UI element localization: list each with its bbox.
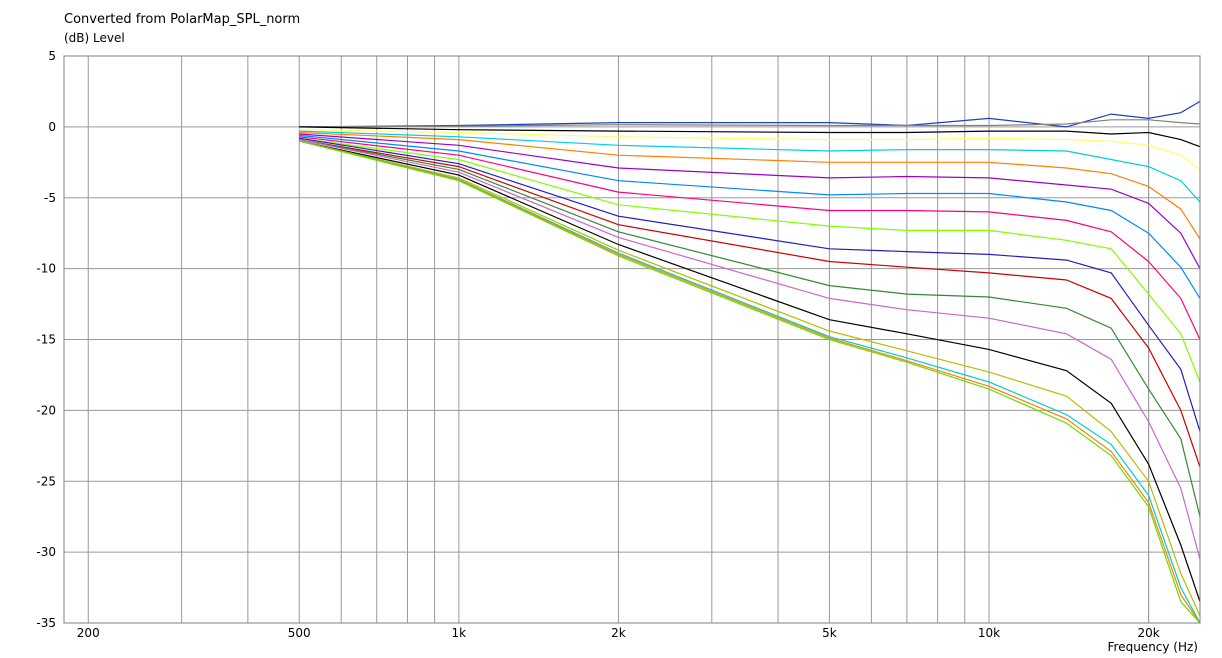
y-tick-label: -20 [36,403,56,417]
y-tick-labels: 5 0 -5 -10 -15 -20 -25 -30 -35 [36,49,56,630]
y-tick-label: -30 [36,545,56,559]
x-tick-label: 1k [452,626,467,640]
series-line-1 [299,100,1201,128]
series-line-2 [299,119,1201,128]
series-line-13 [299,139,1201,517]
y-tick-label: -15 [36,333,56,347]
series-line-17 [299,140,1201,624]
x-tick-label: 10k [978,626,1000,640]
series-line-11 [299,137,1201,432]
chart-title: Converted from PolarMap_SPL_norm [64,12,301,27]
series-line-7 [299,133,1201,269]
x-tick-label: 2k [611,626,626,640]
y-tick-label: 5 [48,49,56,63]
series-line-4 [299,129,1201,170]
x-tick-label: 20k [1138,626,1160,640]
series-group [299,100,1201,624]
y-tick-label: -5 [44,191,56,205]
x-tick-label: 500 [288,626,311,640]
y-tick-label: 0 [48,120,56,134]
series-line-12 [299,139,1201,468]
y-tick-label: -25 [36,474,56,488]
series-line-6 [299,131,1201,240]
y-axis-label: (dB) Level [64,31,125,45]
series-line-10 [299,137,1201,383]
series-line-18 [299,140,1201,624]
series-line-5 [299,130,1201,203]
x-axis-label: Frequency (Hz) [1108,640,1199,654]
plot-frame [63,55,1201,624]
series-line-8 [299,134,1201,299]
series-line-19 [299,140,1201,624]
series-line-9 [299,136,1201,340]
grid [64,55,1200,624]
y-tick-label: -10 [36,262,56,276]
series-line-16 [299,140,1201,617]
y-tick-label: -35 [36,616,56,630]
series-line-3 [299,126,1201,148]
x-tick-label: 5k [822,626,837,640]
series-line-15 [299,140,1201,602]
x-tick-label: 200 [77,626,100,640]
x-tick-labels: 200 500 1k 2k 5k 10k 20k [77,626,1160,640]
series-line-14 [299,139,1201,560]
